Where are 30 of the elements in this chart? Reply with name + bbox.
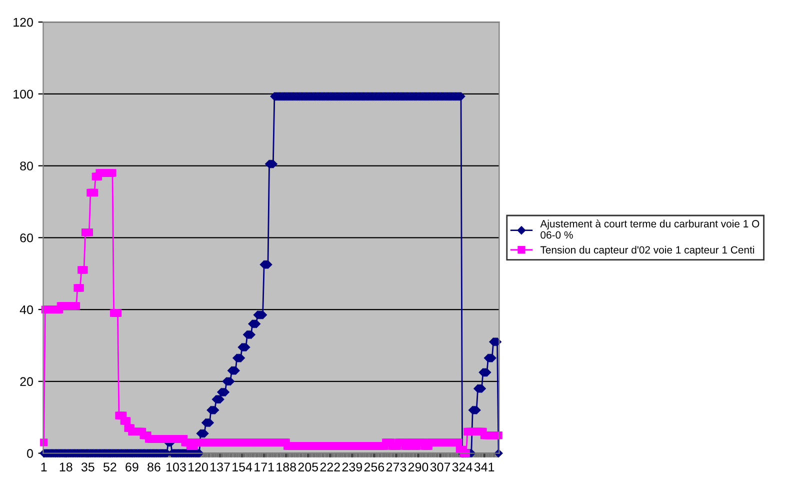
x-tick-label: 1: [41, 462, 47, 472]
y-tick-label: 80: [20, 162, 33, 170]
x-tick-label: 256: [364, 462, 384, 472]
x-tick-label: 307: [430, 462, 450, 472]
legend-label: Ajustement à court terme du carburant voie 1 O 06-0 %: [540, 220, 760, 239]
y-tick-label: 120: [14, 18, 33, 27]
x-tick-label: 290: [408, 462, 428, 472]
x-tick-label: 86: [148, 462, 160, 472]
x-tick-label: 324: [452, 462, 472, 472]
x-tick-label: 188: [276, 462, 296, 472]
x-tick-label: 171: [254, 462, 274, 472]
x-tick-label: 222: [320, 462, 340, 472]
x-tick-label: 103: [166, 462, 186, 472]
y-tick-label: 20: [20, 377, 33, 386]
x-tick-label: 239: [342, 462, 362, 472]
x-tick-label: 341: [474, 462, 494, 472]
y-tick-label: 100: [14, 90, 33, 99]
x-tick-label: 52: [103, 462, 116, 472]
x-tick-label: 120: [188, 462, 208, 472]
y-tick-label: 60: [20, 233, 33, 242]
x-tick-label: 35: [81, 462, 94, 472]
x-tick-label: 69: [126, 462, 138, 472]
y-tick-label: 40: [20, 305, 33, 314]
x-tick-label: 273: [386, 462, 406, 472]
x-tick-label: 205: [298, 462, 318, 472]
x-tick-label: 18: [60, 462, 72, 472]
y-tick-label: 0: [27, 449, 33, 458]
x-tick-label: 137: [210, 462, 230, 472]
legend-label: Tension du capteur d'02 voie 1 capteur 1 Centi: [540, 246, 754, 256]
x-tick-label: 154: [232, 462, 252, 472]
